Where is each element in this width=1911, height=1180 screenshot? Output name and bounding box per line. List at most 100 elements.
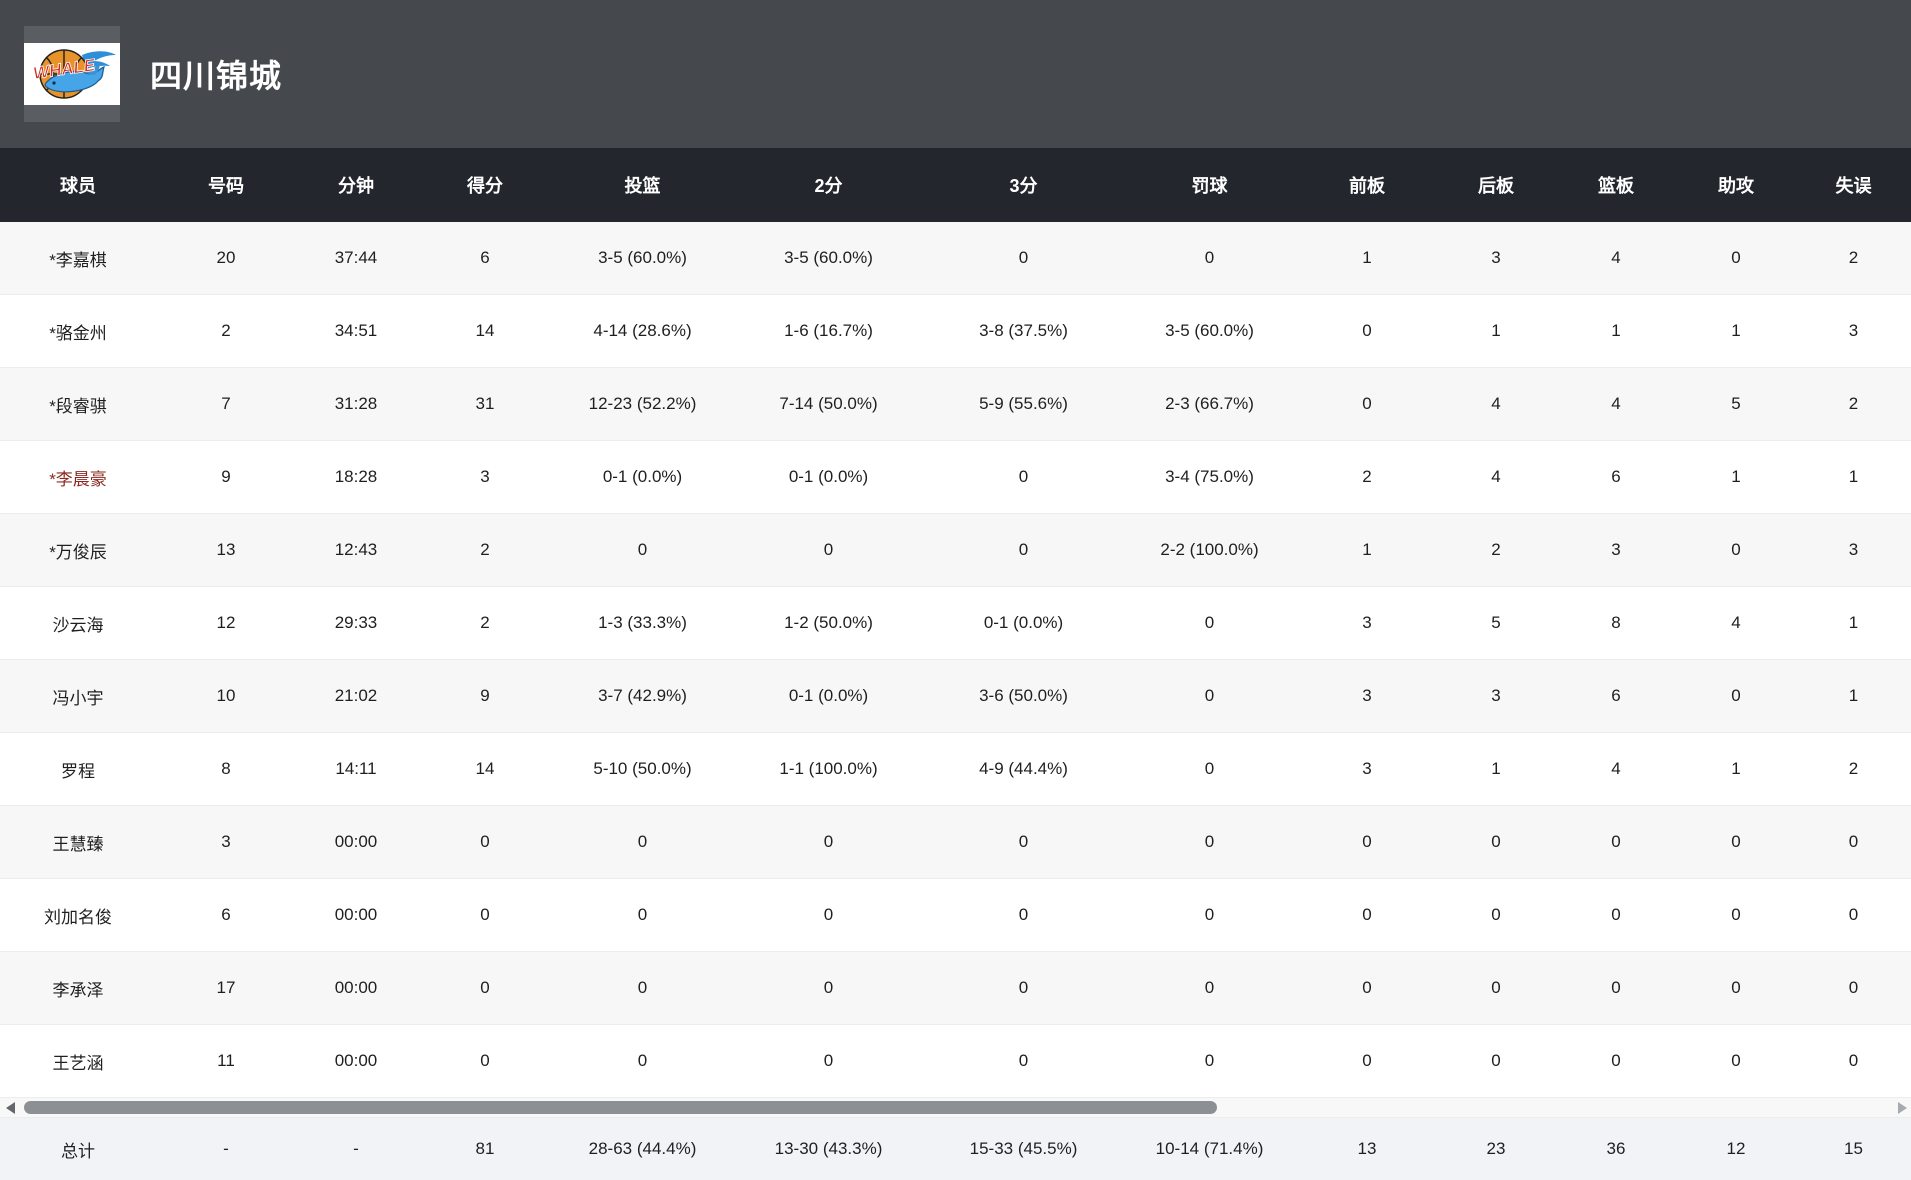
stat-cell: 0 [926, 513, 1121, 587]
stat-cell: 2 [416, 513, 554, 587]
team-logo-image: WHALE [24, 43, 120, 105]
player-name-cell: 刘加名俊 [0, 878, 156, 952]
total-stat-cell: 23 [1436, 1118, 1556, 1180]
total-stat-cell: 12 [1676, 1118, 1796, 1180]
table-row: 刘加名俊 6 00:00 0 0 0 0 0 0 0 0 0 0 [0, 878, 1911, 952]
stat-cell: 0 [1121, 586, 1298, 660]
stat-cell: 1 [1556, 294, 1676, 368]
stat-cell: 0 [926, 805, 1121, 879]
stat-cell: 31 [416, 367, 554, 441]
stat-cell: 00:00 [296, 805, 416, 879]
stat-cell: 3 [1491, 248, 1501, 267]
stat-cell: 4 [1611, 248, 1621, 267]
stat-cell: 0 [1298, 951, 1436, 1025]
player-name-cell: 冯小宇 [0, 659, 156, 733]
stat-cell: 00:00 [296, 878, 416, 952]
stat-cell: 6 [156, 878, 296, 952]
stat-cell: 31:28 [296, 367, 416, 441]
table-row: *万俊辰 13 12:43 2 0 0 0 2-2 (100.0%) 1 2 3 0 3 [0, 513, 1911, 587]
stat-cell: 7 [156, 367, 296, 441]
stat-cell: 11 [156, 1024, 296, 1097]
stat-cell: 0 [416, 805, 554, 879]
horizontal-scrollbar[interactable] [0, 1097, 1911, 1118]
stat-cell: 3 [1298, 659, 1436, 733]
stat-cell: 0 [1204, 248, 1215, 267]
stat-cell: 0 [1298, 1024, 1436, 1097]
player-name-cell: *万俊辰 [0, 513, 156, 587]
player-name-cell: 王艺涵 [0, 1024, 156, 1097]
stat-cell: 0 [1018, 248, 1029, 267]
stat-cell: 3 [1436, 659, 1556, 733]
stat-cell: 10 [156, 659, 296, 733]
scroll-left-arrow-icon[interactable] [6, 1102, 15, 1114]
stat-cell: 4 [1556, 732, 1676, 806]
table-row: 沙云海 12 29:33 2 1-3 (33.3%) 1-2 (50.0%) 0-1 (0.… [0, 586, 1911, 660]
stat-cell: 0 [1796, 1024, 1911, 1097]
total-stat-cell: 13 [1298, 1118, 1436, 1180]
stat-cell: 14 [416, 294, 554, 368]
stat-cell: 0 [1298, 878, 1436, 952]
column-header: 助攻 [1676, 148, 1796, 222]
stat-cell: 2 [1298, 440, 1436, 514]
stat-cell: 0 [1121, 1024, 1298, 1097]
stat-cell: 0 [1121, 805, 1298, 879]
stat-cell: 3-5 (60.0%) [598, 248, 687, 267]
stat-cell: 3-5 (60.0%) [784, 248, 873, 267]
stat-cell: 0 [554, 1024, 731, 1097]
stat-cell: 6 [1556, 659, 1676, 733]
stat-cell: 0 [1556, 951, 1676, 1025]
totals-row: 总计 - -81 28-63 (44.4%) 13-30 (43.3%) 15-33 (4… [0, 1118, 1911, 1180]
stat-cell: 8 [156, 732, 296, 806]
stat-cell: 0 [731, 878, 926, 952]
column-header: 前板 [1298, 148, 1436, 222]
stat-cell: 2 [1436, 513, 1556, 587]
stat-cell: 1 [1796, 659, 1911, 733]
scroll-right-arrow-icon[interactable] [1898, 1102, 1907, 1114]
stat-cell: 0 [554, 951, 731, 1025]
stat-cell: 20 [216, 248, 236, 267]
column-header: 分钟 [296, 148, 416, 222]
stat-cell: 9 [416, 659, 554, 733]
table-row: *段睿骐 7 31:28 31 12-23 (52.2%) 7-14 (50.0%) 5-9… [0, 367, 1911, 441]
page-header: WHALE 四川锦城 [0, 0, 1911, 148]
stat-cell: 0-1 (0.0%) [731, 659, 926, 733]
stat-cell: 2 [1796, 732, 1911, 806]
stat-cell: 0 [554, 878, 731, 952]
total-stat-cell: 81 [416, 1118, 554, 1180]
whale-basketball-icon: WHALE [32, 49, 116, 99]
stat-cell: 1 [1298, 513, 1436, 587]
stat-cell: 6 [1556, 440, 1676, 514]
stat-cell: 0 [554, 513, 731, 587]
stat-cell: 2 [1796, 367, 1911, 441]
stat-cell: 1-2 (50.0%) [731, 586, 926, 660]
stat-cell: 0 [926, 1024, 1121, 1097]
stat-cell: 21:02 [296, 659, 416, 733]
stat-cell: 0 [731, 951, 926, 1025]
stat-cell: 4 [1556, 367, 1676, 441]
stat-cell: 18:28 [296, 440, 416, 514]
stat-cell: 1 [1676, 294, 1796, 368]
player-name-cell: 李承泽 [0, 951, 156, 1025]
stat-cell: 17 [156, 951, 296, 1025]
stat-cell: 0 [731, 513, 926, 587]
stat-cell: 0 [1556, 1024, 1676, 1097]
table-row: 冯小宇 10 21:02 9 3-7 (42.9%) 0-1 (0.0%) 3-6 (50.… [0, 659, 1911, 733]
stat-cell: 0 [1676, 513, 1796, 587]
stat-cell: 0 [1121, 878, 1298, 952]
scrollbar-thumb[interactable] [24, 1101, 1217, 1114]
total-stat-cell: - [296, 1118, 416, 1180]
stat-cell: 29:33 [296, 586, 416, 660]
stat-cell: 4 [1436, 440, 1556, 514]
stat-cell: 0 [926, 440, 1121, 514]
stat-cell: 0 [416, 951, 554, 1025]
stat-cell: 0 [731, 1024, 926, 1097]
total-stat-cell: 15 [1796, 1118, 1911, 1180]
stat-cell: 2-2 (100.0%) [1121, 513, 1298, 587]
total-stat-cell: 10-14 (71.4%) [1121, 1118, 1298, 1180]
stat-cell: 0 [416, 878, 554, 952]
stat-cell: 34:51 [296, 294, 416, 368]
stat-cell: 0 [926, 878, 1121, 952]
stat-cell: 1 [1796, 586, 1911, 660]
stat-cell: 3-5 (60.0%) [1121, 294, 1298, 368]
stat-cell: 3-8 (37.5%) [926, 294, 1121, 368]
